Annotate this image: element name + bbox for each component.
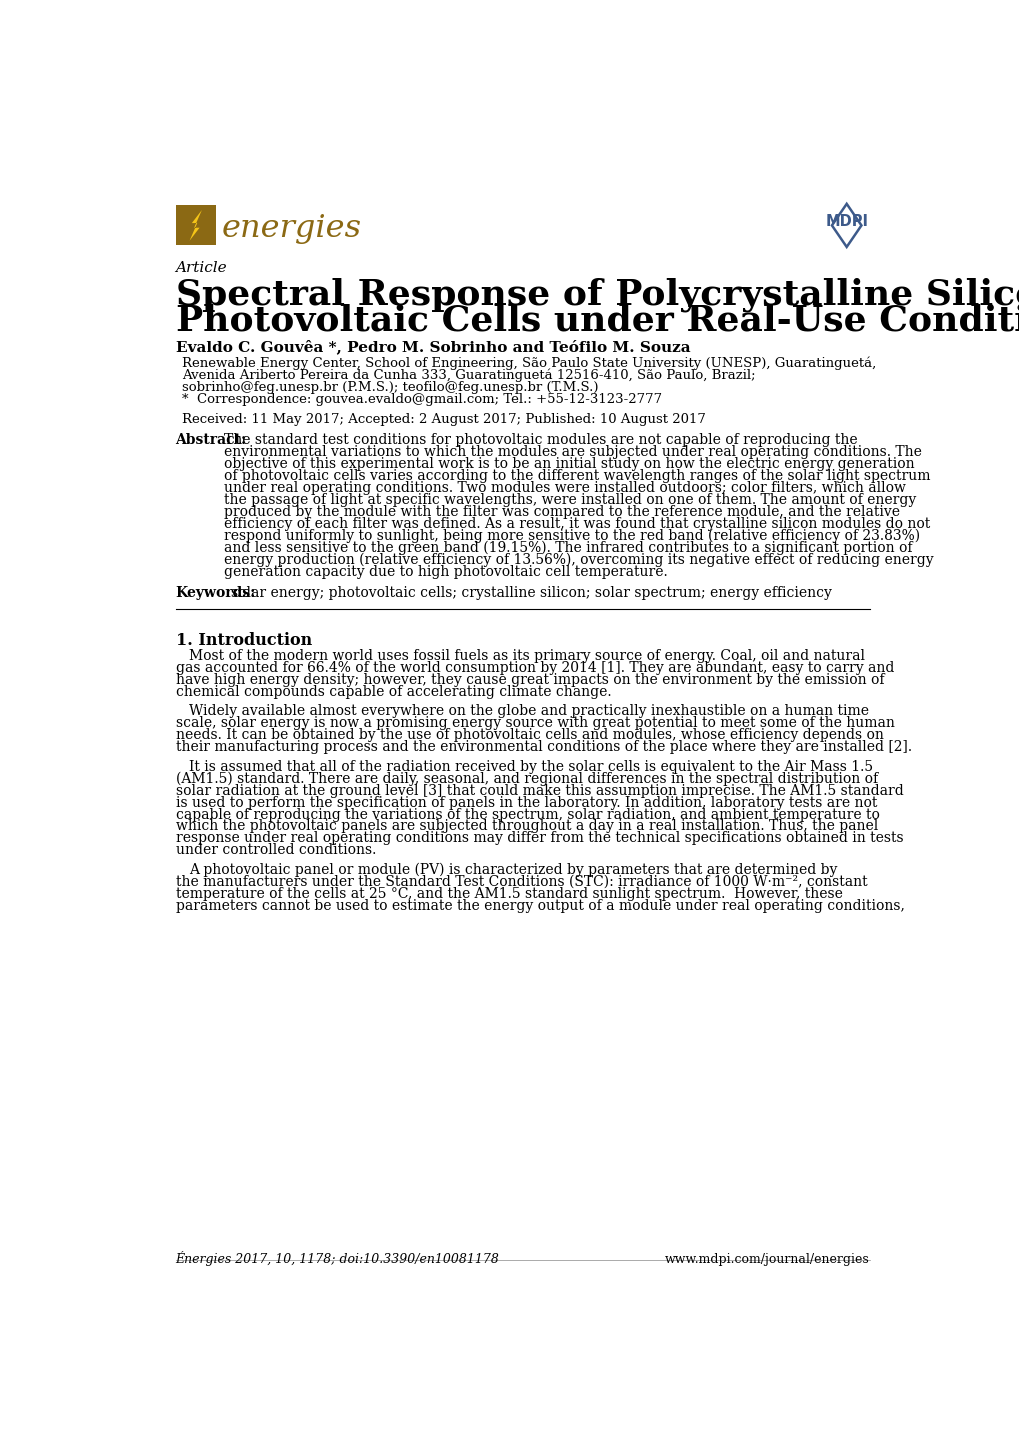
Text: (AM1.5) standard. There are daily, seasonal, and regional differences in the spe: (AM1.5) standard. There are daily, seaso… xyxy=(175,771,876,786)
Text: under controlled conditions.: under controlled conditions. xyxy=(175,844,376,858)
Text: needs. It can be obtained by the use of photovoltaic cells and modules, whose ef: needs. It can be obtained by the use of … xyxy=(175,728,882,743)
Text: respond uniformly to sunlight, being more sensitive to the red band (relative ef: respond uniformly to sunlight, being mor… xyxy=(223,529,919,544)
Text: Spectral Response of Polycrystalline Silicon: Spectral Response of Polycrystalline Sil… xyxy=(175,278,1019,313)
Text: www.mdpi.com/journal/energies: www.mdpi.com/journal/energies xyxy=(664,1253,869,1266)
Polygon shape xyxy=(190,211,202,241)
Text: parameters cannot be used to estimate the energy output of a module under real o: parameters cannot be used to estimate th… xyxy=(175,898,904,913)
Text: gas accounted for 66.4% of the world consumption by 2014 [1]. They are abundant,: gas accounted for 66.4% of the world con… xyxy=(175,660,893,675)
Text: chemical compounds capable of accelerating climate change.: chemical compounds capable of accelerati… xyxy=(175,685,610,699)
Text: solar radiation at the ground level [3] that could make this assumption imprecis: solar radiation at the ground level [3] … xyxy=(175,783,903,797)
Text: energy production (relative efficiency of 13.56%), overcoming its negative effec: energy production (relative efficiency o… xyxy=(223,552,932,567)
Text: sobrinho@feg.unesp.br (P.M.S.); teofilo@feg.unesp.br (T.M.S.): sobrinho@feg.unesp.br (P.M.S.); teofilo@… xyxy=(181,381,598,394)
Text: Evaldo C. Gouvêa *, Pedro M. Sobrinho and Teófilo M. Souza: Evaldo C. Gouvêa *, Pedro M. Sobrinho an… xyxy=(175,339,690,355)
Text: energies: energies xyxy=(221,213,361,244)
Text: 1. Introduction: 1. Introduction xyxy=(175,632,312,649)
Text: Énergies 2017, 10, 1178; doi:10.3390/en10081178: Énergies 2017, 10, 1178; doi:10.3390/en1… xyxy=(175,1252,499,1266)
Text: have high energy density; however, they cause great impacts on the environment b: have high energy density; however, they … xyxy=(175,673,883,686)
Text: Keywords:: Keywords: xyxy=(175,585,256,600)
Text: Most of the modern world uses fossil fuels as its primary source of energy. Coal: Most of the modern world uses fossil fue… xyxy=(190,649,865,663)
Text: which the photovoltaic panels are subjected throughout a day in a real installat: which the photovoltaic panels are subjec… xyxy=(175,819,877,833)
Text: The standard test conditions for photovoltaic modules are not capable of reprodu: The standard test conditions for photovo… xyxy=(223,433,856,447)
Text: capable of reproducing the variations of the spectrum, solar radiation, and ambi: capable of reproducing the variations of… xyxy=(175,808,878,822)
Text: environmental variations to which the modules are subjected under real operating: environmental variations to which the mo… xyxy=(223,446,920,459)
Text: Renewable Energy Center, School of Engineering, São Paulo State University (UNES: Renewable Energy Center, School of Engin… xyxy=(181,356,875,369)
Text: response under real operating conditions may differ from the technical specifica: response under real operating conditions… xyxy=(175,832,902,845)
Text: Article: Article xyxy=(175,261,227,275)
Text: *  Correspondence: gouvea.evaldo@gmail.com; Tel.: +55-12-3123-2777: * Correspondence: gouvea.evaldo@gmail.co… xyxy=(181,394,661,407)
Text: temperature of the cells at 25 °C, and the AM1.5 standard sunlight spectrum.  Ho: temperature of the cells at 25 °C, and t… xyxy=(175,887,842,901)
Text: the manufacturers under the Standard Test Conditions (STC): irradiance of 1000 W: the manufacturers under the Standard Tes… xyxy=(175,875,866,888)
Text: Abstract:: Abstract: xyxy=(175,433,247,447)
Text: efficiency of each filter was defined. As a result, it was found that crystallin: efficiency of each filter was defined. A… xyxy=(223,516,929,531)
Text: their manufacturing process and the environmental conditions of the place where : their manufacturing process and the envi… xyxy=(175,740,911,754)
Text: Received: 11 May 2017; Accepted: 2 August 2017; Published: 10 August 2017: Received: 11 May 2017; Accepted: 2 Augus… xyxy=(181,414,705,427)
Text: produced by the module with the filter was compared to the reference module, and: produced by the module with the filter w… xyxy=(223,505,899,519)
Text: MDPI: MDPI xyxy=(824,213,867,229)
Text: solar energy; photovoltaic cells; crystalline silicon; solar spectrum; energy ef: solar energy; photovoltaic cells; crysta… xyxy=(231,585,832,600)
Text: of photovoltaic cells varies according to the different wavelength ranges of the: of photovoltaic cells varies according t… xyxy=(223,469,929,483)
Text: is used to perform the specification of panels in the laboratory. In addition, l: is used to perform the specification of … xyxy=(175,796,876,809)
Text: Widely available almost everywhere on the globe and practically inexhaustible on: Widely available almost everywhere on th… xyxy=(190,704,868,718)
FancyBboxPatch shape xyxy=(175,205,216,245)
Text: objective of this experimental work is to be an initial study on how the electri: objective of this experimental work is t… xyxy=(223,457,913,472)
Text: Avenida Ariberto Pereira da Cunha 333, Guaratinguetá 12516-410, São Paulo, Brazi: Avenida Ariberto Pereira da Cunha 333, G… xyxy=(181,369,755,382)
Text: and less sensitive to the green band (19.15%). The infrared contributes to a sig: and less sensitive to the green band (19… xyxy=(223,541,911,555)
Text: A photovoltaic panel or module (PV) is characterized by parameters that are dete: A photovoltaic panel or module (PV) is c… xyxy=(190,862,837,877)
Text: the passage of light at specific wavelengths, were installed on one of them. The: the passage of light at specific wavelen… xyxy=(223,493,915,508)
Text: under real operating conditions. Two modules were installed outdoors; color filt: under real operating conditions. Two mod… xyxy=(223,482,905,495)
Text: It is assumed that all of the radiation received by the solar cells is equivalen: It is assumed that all of the radiation … xyxy=(190,760,872,774)
Text: Photovoltaic Cells under Real-Use Conditions: Photovoltaic Cells under Real-Use Condit… xyxy=(175,304,1019,337)
Text: scale, solar energy is now a promising energy source with great potential to mee: scale, solar energy is now a promising e… xyxy=(175,717,894,730)
Text: generation capacity due to high photovoltaic cell temperature.: generation capacity due to high photovol… xyxy=(223,565,666,578)
